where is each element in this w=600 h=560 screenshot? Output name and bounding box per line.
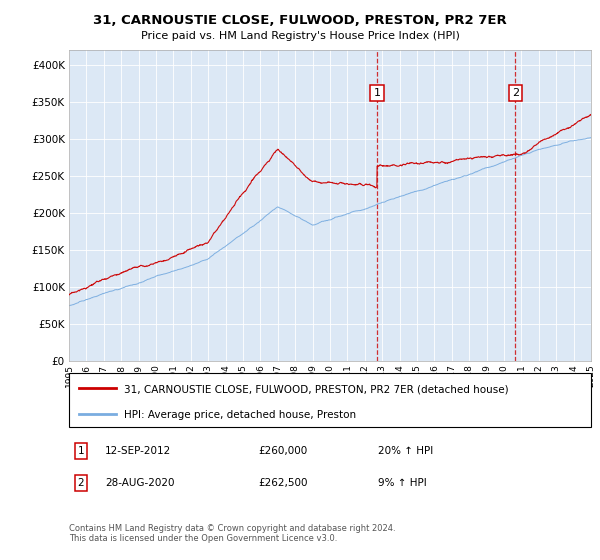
Text: 1: 1 <box>77 446 85 456</box>
Text: 31, CARNOUSTIE CLOSE, FULWOOD, PRESTON, PR2 7ER (detached house): 31, CARNOUSTIE CLOSE, FULWOOD, PRESTON, … <box>124 384 508 394</box>
Text: 2: 2 <box>512 88 519 99</box>
Text: Contains HM Land Registry data © Crown copyright and database right 2024.
This d: Contains HM Land Registry data © Crown c… <box>69 524 395 543</box>
Text: 28-AUG-2020: 28-AUG-2020 <box>105 478 175 488</box>
Text: 12-SEP-2012: 12-SEP-2012 <box>105 446 171 456</box>
Text: HPI: Average price, detached house, Preston: HPI: Average price, detached house, Pres… <box>124 410 356 420</box>
Text: £262,500: £262,500 <box>258 478 308 488</box>
Text: 31, CARNOUSTIE CLOSE, FULWOOD, PRESTON, PR2 7ER: 31, CARNOUSTIE CLOSE, FULWOOD, PRESTON, … <box>93 14 507 27</box>
Text: £260,000: £260,000 <box>258 446 307 456</box>
Text: 2: 2 <box>77 478 85 488</box>
Text: 9% ↑ HPI: 9% ↑ HPI <box>378 478 427 488</box>
Text: Price paid vs. HM Land Registry's House Price Index (HPI): Price paid vs. HM Land Registry's House … <box>140 31 460 41</box>
Text: 20% ↑ HPI: 20% ↑ HPI <box>378 446 433 456</box>
Text: 1: 1 <box>373 88 380 99</box>
